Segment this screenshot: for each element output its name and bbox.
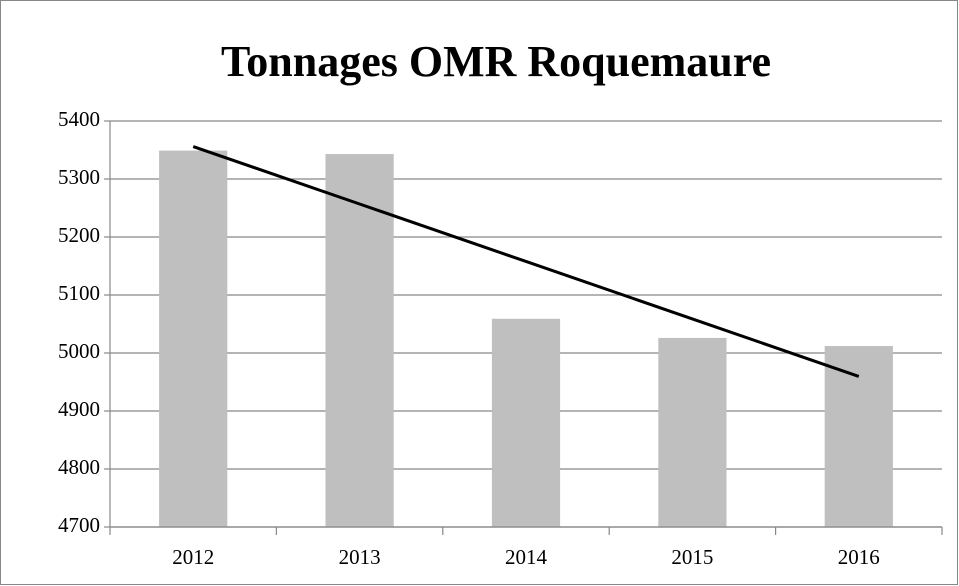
- bar: [658, 337, 727, 527]
- y-tick-label: 4800: [58, 455, 100, 479]
- chart-title: Tonnages OMR Roquemaure: [221, 37, 771, 86]
- y-tick-label: 4900: [58, 397, 100, 421]
- bar: [491, 318, 561, 527]
- y-tick-label: 4700: [58, 513, 100, 537]
- trend-line: [192, 145, 860, 378]
- bar: [824, 346, 893, 527]
- y-tick-label: 5200: [58, 223, 100, 247]
- x-tick-label: 2012: [172, 545, 214, 569]
- y-tick-label: 5400: [58, 107, 100, 131]
- x-tick-label: 2014: [505, 545, 548, 569]
- x-tick-label: 2016: [838, 545, 880, 569]
- bar: [159, 150, 228, 527]
- y-tick-label: 5000: [58, 339, 100, 363]
- bar: [325, 154, 394, 527]
- y-tick-label: 5300: [58, 165, 100, 189]
- y-tick-label: 5100: [58, 281, 100, 305]
- x-tick-label: 2013: [339, 545, 381, 569]
- x-tick-label: 2015: [671, 545, 713, 569]
